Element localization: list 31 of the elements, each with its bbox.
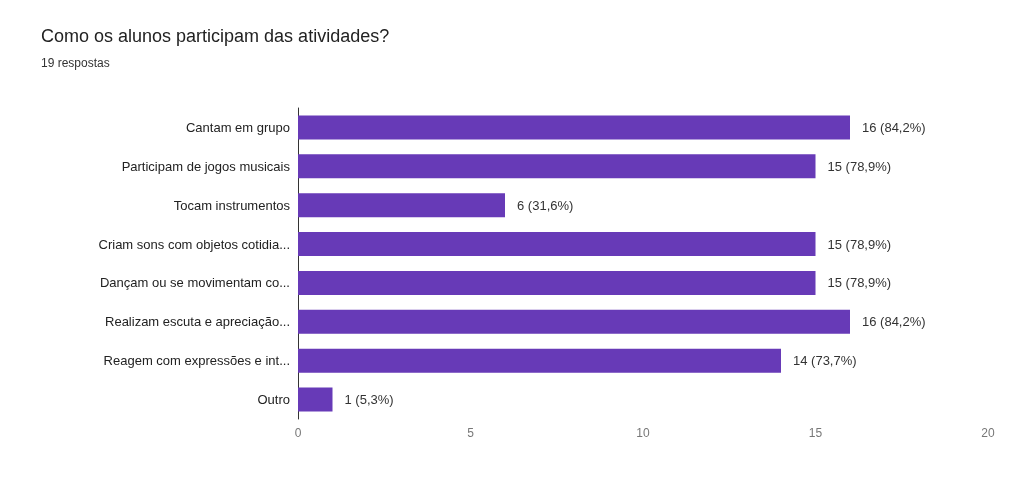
bar — [298, 115, 850, 140]
bar — [298, 270, 816, 295]
bar — [298, 348, 781, 373]
bar — [298, 387, 333, 412]
y-tick-label: Realizam escuta e apreciação... — [105, 314, 290, 330]
bar — [298, 193, 505, 218]
bar — [298, 154, 816, 179]
y-tick-label: Tocam instrumentos — [173, 197, 291, 213]
y-tick-label: Outro — [257, 392, 290, 408]
chart-title: Como os alunos participam das atividades? — [41, 26, 390, 46]
data-label: 6 (31,6%) — [517, 197, 574, 213]
data-label: 15 (78,9%) — [827, 275, 892, 291]
data-label: 1 (5,3%) — [344, 392, 394, 408]
y-tick-label: Reagem com expressões e int... — [103, 353, 290, 369]
y-tick-label: Cantam em grupo — [185, 119, 290, 135]
x-tick-label: 5 — [467, 426, 475, 440]
y-tick-label: Criam sons com objetos cotidia... — [98, 236, 290, 252]
bar — [298, 309, 850, 334]
y-tick-label: Dançam ou se movimentam co... — [99, 275, 290, 291]
x-tick-label: 10 — [636, 426, 650, 440]
data-label: 16 (84,2%) — [862, 314, 926, 330]
text: 19 respostas — [41, 56, 110, 70]
bar — [298, 232, 816, 257]
x-tick-label: 0 — [294, 426, 302, 440]
data-label: 16 (84,2%) — [862, 119, 926, 135]
y-tick-label: Participam de jogos musicais — [121, 158, 291, 174]
data-label: 15 (78,9%) — [827, 236, 892, 252]
data-label: 14 (73,7%) — [793, 353, 857, 369]
x-tick-label: 15 — [808, 426, 823, 440]
x-tick-label: 20 — [981, 426, 995, 440]
data-label: 15 (78,9%) — [827, 158, 892, 174]
